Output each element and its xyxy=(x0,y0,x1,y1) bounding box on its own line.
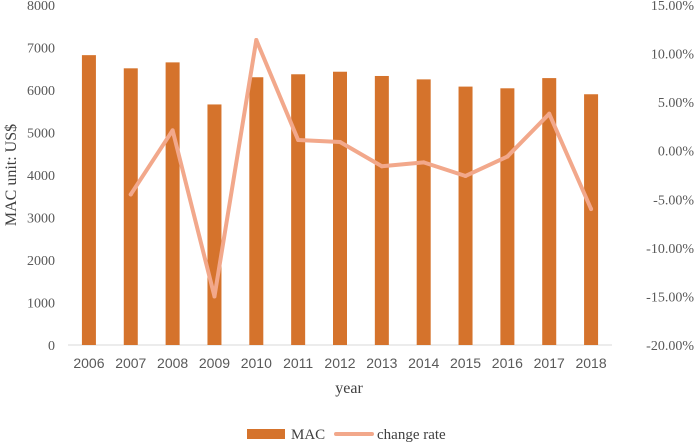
change-rate-line[interactable] xyxy=(128,37,594,299)
x-axis-title: year xyxy=(335,380,363,397)
left-y-tick-label: 1000 xyxy=(27,297,55,312)
legend-label-mac: MAC xyxy=(291,427,325,443)
change-rate-point-2010[interactable] xyxy=(254,37,259,42)
change-rate-point-2014[interactable] xyxy=(421,160,426,165)
change-rate-point-2015[interactable] xyxy=(463,173,468,178)
bar-mac-2012[interactable] xyxy=(333,71,347,345)
bar-mac-2007[interactable] xyxy=(123,68,138,345)
x-tick-label: 2008 xyxy=(157,355,188,371)
bar-series-mac xyxy=(81,55,599,346)
change-rate-point-2011[interactable] xyxy=(296,138,301,143)
right-y-tick-label: -5.00% xyxy=(653,193,694,208)
change-rate-point-2008[interactable] xyxy=(170,128,175,133)
x-tick-label: 2010 xyxy=(241,355,272,371)
legend-item-mac[interactable]: MAC xyxy=(247,427,325,443)
x-tick-label: 2012 xyxy=(324,355,355,371)
left-y-tick-label: 4000 xyxy=(27,169,55,184)
x-tick-label: 2011 xyxy=(283,355,313,371)
right-y-tick-label: 0.00% xyxy=(658,145,695,160)
bar-mac-2018[interactable] xyxy=(584,94,599,345)
change-rate-point-2007[interactable] xyxy=(128,192,133,197)
right-y-tick-label: 10.00% xyxy=(651,48,695,63)
change-rate-point-2017[interactable] xyxy=(547,111,552,116)
left-y-tick-label: 3000 xyxy=(27,212,55,227)
change-rate-point-2018[interactable] xyxy=(589,207,594,211)
left-y-tick-label: 0 xyxy=(48,339,55,354)
right-y-tick-label: -15.00% xyxy=(646,290,694,305)
bar-mac-2010[interactable] xyxy=(249,77,264,345)
change-rate-point-2013[interactable] xyxy=(379,164,384,169)
bar-mac-2015[interactable] xyxy=(458,86,473,345)
x-tick-label: 2006 xyxy=(73,355,104,371)
x-tick-label: 2013 xyxy=(366,355,397,371)
left-y-tick-label: 6000 xyxy=(27,84,55,99)
left-y-tick-label: 2000 xyxy=(27,254,55,269)
x-tick-label: 2017 xyxy=(534,355,565,371)
x-tick-label: 2014 xyxy=(408,355,439,371)
bar-mac-2014[interactable] xyxy=(416,79,431,345)
x-tick-label: 2016 xyxy=(492,355,523,371)
right-y-tick-label: -20.00% xyxy=(646,339,694,354)
x-category-ticks: 2006 2007 2008 2009 2010 2011 2012 2013 2014 2015… xyxy=(73,355,607,371)
left-y-ticks: 0 1000 2000 3000 4000 5000 6000 7000 8000 xyxy=(27,0,55,354)
right-y-tick-label: 5.00% xyxy=(658,96,695,111)
legend-swatch-mac xyxy=(247,429,285,439)
bar-mac-2016[interactable] xyxy=(500,88,515,346)
line-series-change-rate xyxy=(128,37,594,299)
right-y-ticks: -20.00% -15.00% -10.00% -5.00% 0.00% 5.00% 10.… xyxy=(646,0,694,354)
change-rate-point-2012[interactable] xyxy=(338,139,342,144)
x-tick-label: 2015 xyxy=(450,355,481,371)
bar-mac-2013[interactable] xyxy=(374,75,389,345)
bar-mac-2006[interactable] xyxy=(81,55,96,346)
right-y-tick-label: -10.00% xyxy=(646,242,694,257)
bar-mac-2009[interactable] xyxy=(207,104,222,345)
legend-item-change-rate[interactable]: change rate xyxy=(334,427,446,443)
x-tick-label: 2009 xyxy=(199,355,230,371)
bar-mac-2011[interactable] xyxy=(291,74,306,346)
change-rate-point-2016[interactable] xyxy=(505,154,510,159)
legend: MAC change rate xyxy=(247,427,446,443)
bar-mac-2008[interactable] xyxy=(165,62,180,345)
y-axis-title: MAC unit: US$ xyxy=(3,124,20,226)
bar-mac-2017[interactable] xyxy=(542,78,557,345)
left-y-tick-label: 8000 xyxy=(27,0,55,14)
x-tick-label: 2007 xyxy=(115,355,146,371)
change-rate-point-2009[interactable] xyxy=(212,294,217,299)
left-y-tick-label: 5000 xyxy=(27,127,55,142)
legend-label-change-rate: change rate xyxy=(377,427,446,443)
right-y-tick-label: 15.00% xyxy=(651,0,695,14)
left-y-tick-label: 7000 xyxy=(27,42,55,57)
x-tick-label: 2018 xyxy=(575,355,606,371)
